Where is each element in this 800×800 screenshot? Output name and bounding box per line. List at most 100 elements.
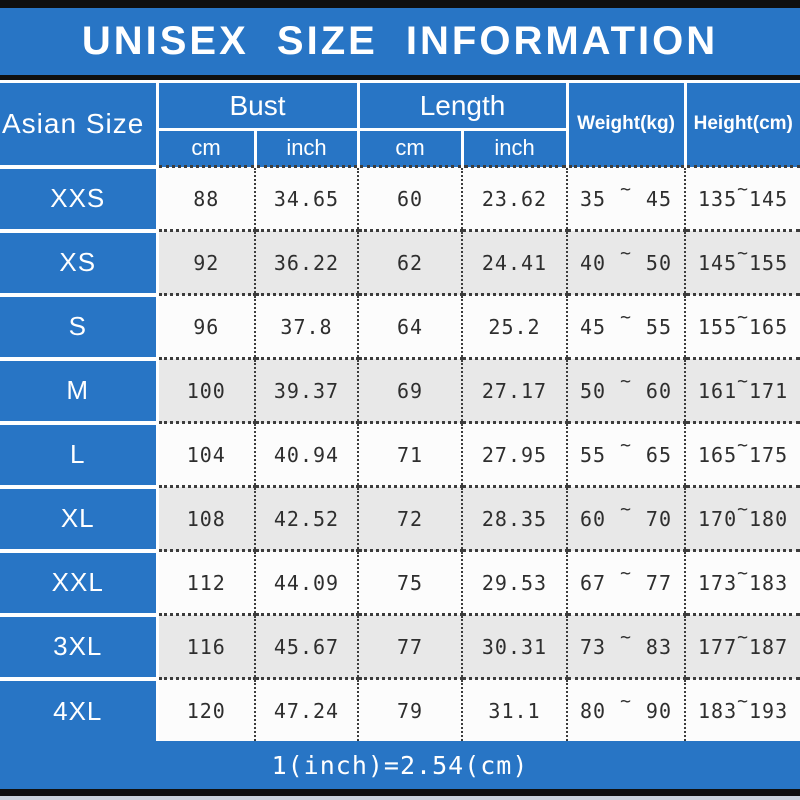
col-header-weight: Weight(kg) — [565, 80, 686, 168]
bust-inch-cell: 39.37 — [254, 357, 358, 423]
height-range-cell: 170 ~180 — [684, 485, 800, 551]
range-tilde: ~ — [737, 627, 749, 648]
bust-inch-cell: 37.8 — [254, 293, 358, 359]
bust-cm-cell: 116 — [156, 613, 255, 679]
length-inch-cell: 30.31 — [460, 613, 568, 679]
range-tilde: ~ — [737, 307, 749, 328]
range-tilde: ~ — [620, 435, 632, 456]
range-min: 73 — [580, 634, 607, 659]
bust-cm-cell: 108 — [156, 485, 255, 551]
top-black-bar — [0, 0, 800, 8]
length-inch-cell: 24.41 — [460, 229, 568, 295]
bust-inch-cell: 42.52 — [254, 485, 358, 551]
length-inch-cell: 27.17 — [460, 357, 568, 423]
range-max: 155 — [748, 250, 789, 275]
title-band: UNISEX SIZE INFORMATION — [0, 8, 800, 75]
weight-range-cell: 40 ~50 — [566, 229, 686, 295]
col-header-asian-size: Asian Size — [0, 80, 159, 168]
table-row-m: M 100 39.37 69 27.17 50 ~60 161 ~171 — [0, 356, 800, 423]
length-inch-cell: 28.35 — [460, 485, 568, 551]
weight-range-cell: 80 ~90 — [566, 677, 686, 741]
subheader-bust-cm: cm — [155, 128, 257, 168]
range-tilde: ~ — [737, 691, 749, 712]
bust-cm-cell: 96 — [156, 293, 255, 359]
range-max: 65 — [645, 442, 673, 467]
range-max: 90 — [645, 698, 673, 723]
range-min: 67 — [580, 570, 607, 595]
weight-range-cell: 73 ~83 — [566, 613, 686, 679]
height-range-cell: 161 ~171 — [684, 357, 800, 423]
conversion-note: 1(inch)=2.54(cm) — [271, 750, 529, 780]
range-tilde: ~ — [620, 627, 632, 648]
size-cell: XL — [0, 484, 159, 551]
height-range-cell: 155 ~165 — [684, 293, 800, 359]
bust-cm-cell: 112 — [156, 549, 255, 615]
page-title: UNISEX SIZE INFORMATION — [81, 19, 719, 63]
bust-inch-cell: 47.24 — [254, 677, 358, 741]
range-min: 45 — [580, 314, 607, 339]
range-max: 45 — [645, 186, 673, 211]
size-cell: 3XL — [0, 612, 159, 679]
table-row-xl: XL 108 42.52 72 28.35 60 ~70 170 ~180 — [0, 484, 800, 551]
range-max: 77 — [645, 570, 673, 595]
range-tilde: ~ — [737, 179, 749, 200]
size-cell: XXL — [0, 548, 159, 615]
range-min: 155 — [698, 314, 738, 339]
range-min: 40 — [580, 250, 607, 275]
range-tilde: ~ — [737, 371, 749, 392]
length-inch-cell: 23.62 — [460, 165, 568, 231]
height-range-cell: 173 ~183 — [684, 549, 800, 615]
length-cm-cell: 69 — [357, 357, 462, 423]
table-row-4xl: 4XL 120 47.24 79 31.1 80 ~90 183 ~193 — [0, 676, 800, 741]
bottom-black-bar — [0, 789, 800, 796]
bottom-edge-strip — [0, 796, 800, 800]
size-cell: S — [0, 292, 159, 359]
col-header-length: Length — [356, 80, 569, 131]
range-tilde: ~ — [737, 563, 749, 584]
size-cell: M — [0, 356, 159, 423]
weight-range-cell: 55 ~65 — [566, 421, 686, 487]
height-range-cell: 145 ~155 — [684, 229, 800, 295]
bust-cm-cell: 88 — [156, 165, 255, 231]
col-header-bust: Bust — [155, 80, 360, 131]
size-cell: 4XL — [0, 676, 159, 741]
range-min: 173 — [698, 570, 738, 595]
range-max: 70 — [645, 506, 673, 531]
length-cm-cell: 64 — [357, 293, 462, 359]
range-tilde: ~ — [620, 243, 632, 264]
weight-range-cell: 60 ~70 — [566, 485, 686, 551]
height-range-cell: 183 ~193 — [684, 677, 800, 741]
bust-inch-cell: 45.67 — [254, 613, 358, 679]
length-cm-cell: 77 — [357, 613, 462, 679]
table-row-xxl: XXL 112 44.09 75 29.53 67 ~77 173 ~183 — [0, 548, 800, 615]
weight-range-cell: 35 ~45 — [566, 165, 686, 231]
size-cell: XS — [0, 228, 159, 295]
range-min: 161 — [698, 378, 738, 403]
length-inch-cell: 29.53 — [460, 549, 568, 615]
range-min: 145 — [698, 250, 738, 275]
range-tilde: ~ — [620, 371, 632, 392]
range-min: 50 — [580, 378, 607, 403]
range-tilde: ~ — [620, 179, 632, 200]
weight-range-cell: 50 ~60 — [566, 357, 686, 423]
length-inch-cell: 27.95 — [460, 421, 568, 487]
range-max: 145 — [748, 186, 789, 211]
range-min: 177 — [698, 634, 738, 659]
bust-cm-cell: 120 — [156, 677, 255, 741]
table-row-s: S 96 37.8 64 25.2 45 ~55 155 ~165 — [0, 292, 800, 359]
range-tilde: ~ — [737, 499, 749, 520]
range-min: 35 — [580, 186, 607, 211]
length-cm-cell: 71 — [357, 421, 462, 487]
range-max: 50 — [645, 250, 673, 275]
size-cell: L — [0, 420, 159, 487]
range-max: 83 — [645, 634, 673, 659]
range-min: 60 — [580, 506, 607, 531]
length-inch-cell: 31.1 — [460, 677, 568, 741]
col-header-height: Height(cm) — [683, 80, 800, 168]
length-inch-cell: 25.2 — [460, 293, 568, 359]
length-cm-cell: 72 — [357, 485, 462, 551]
range-tilde: ~ — [620, 499, 632, 520]
length-cm-cell: 62 — [357, 229, 462, 295]
range-tilde: ~ — [620, 307, 632, 328]
